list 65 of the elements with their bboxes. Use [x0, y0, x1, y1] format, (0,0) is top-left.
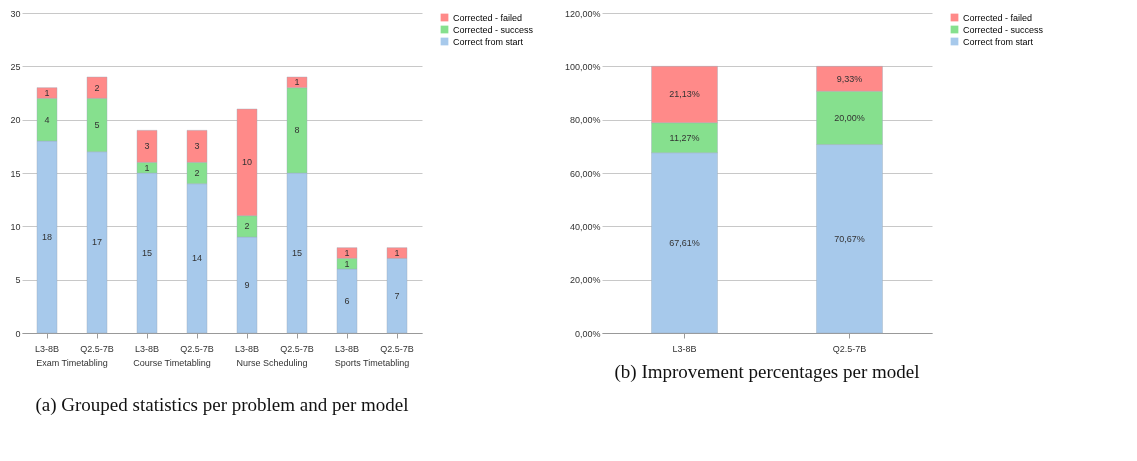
- y-tick-label: 0: [15, 328, 21, 339]
- data-label: 11,27%: [669, 132, 700, 143]
- data-label: 70,67%: [834, 233, 865, 244]
- text: (a) Grouped statistics per problem and per model: [35, 394, 409, 416]
- x-tick-label: L3-8B: [34, 343, 60, 354]
- data-label: 2: [94, 82, 100, 93]
- y-tick-label: 10: [10, 221, 21, 232]
- legend-label: Corrected - failed: [453, 12, 523, 23]
- data-label: 6: [344, 296, 350, 306]
- legend-label: Corrected - success: [963, 24, 1044, 35]
- y-tick-label: 5: [15, 275, 21, 286]
- y-tick-label: 40,00%: [569, 221, 601, 232]
- data-label: 4: [44, 114, 50, 125]
- text: (b) Improvement percentages per model: [614, 361, 920, 383]
- data-label: 3: [144, 141, 150, 152]
- data-label: 15: [291, 248, 303, 258]
- text: Nurse Scheduling: [236, 358, 308, 368]
- x-tick-label: Q2.5-7B: [280, 343, 314, 354]
- legend-label: Correct from start: [963, 36, 1034, 47]
- data-label: 1: [294, 77, 300, 88]
- x-tick-label: Q2.5-7B: [832, 343, 867, 354]
- data-label: 1: [44, 88, 50, 98]
- data-label: 18: [41, 232, 53, 242]
- data-label: 5: [94, 120, 100, 130]
- data-label: 9,33%: [836, 73, 863, 84]
- data-label: 21,13%: [669, 89, 700, 100]
- data-label: 1: [344, 248, 350, 258]
- data-label: 67,61%: [669, 237, 700, 248]
- data-label: 14: [191, 253, 203, 264]
- data-label: 1: [344, 258, 350, 269]
- legend-label: Corrected - failed: [963, 12, 1033, 23]
- y-tick-label: 20: [10, 115, 21, 126]
- data-label: 2: [194, 168, 200, 178]
- data-label: 1: [144, 162, 150, 173]
- x-tick-label: Q2.5-7B: [180, 343, 214, 354]
- y-tick-label: 20,00%: [569, 275, 601, 286]
- legend-label: Correct from start: [453, 36, 524, 47]
- y-tick-label: 0,00%: [574, 328, 601, 339]
- data-label: 1: [394, 248, 400, 258]
- x-tick-label: Q2.5-7B: [380, 343, 414, 354]
- x-tick-label: L3-8B: [672, 343, 697, 354]
- y-tick-label: 120,00%: [564, 8, 601, 19]
- y-tick-label: 25: [10, 61, 21, 72]
- data-label: 20,00%: [834, 112, 865, 123]
- data-label: 8: [294, 125, 300, 136]
- data-label: 2: [244, 221, 250, 232]
- x-tick-label: L3-8B: [234, 343, 260, 354]
- text: Sports Timetabling: [334, 358, 410, 368]
- data-label: 9: [244, 280, 250, 290]
- y-tick-label: 100,00%: [564, 61, 601, 72]
- y-tick-label: 60,00%: [569, 168, 601, 179]
- data-label: 10: [241, 157, 253, 168]
- x-tick-label: L3-8B: [134, 343, 160, 354]
- y-tick-label: 80,00%: [569, 115, 601, 126]
- x-tick-label: Q2.5-7B: [80, 343, 114, 354]
- data-label: 17: [91, 237, 103, 248]
- legend-label: Corrected - success: [453, 24, 534, 35]
- y-tick-label: 15: [10, 168, 21, 179]
- y-tick-label: 30: [10, 8, 21, 19]
- x-tick-label: L3-8B: [334, 343, 360, 354]
- text: Exam Timetabling: [36, 358, 108, 368]
- data-label: 7: [394, 290, 400, 301]
- text: Course Timetabling: [133, 358, 211, 368]
- data-label: 15: [141, 248, 153, 258]
- data-label: 3: [194, 141, 200, 152]
